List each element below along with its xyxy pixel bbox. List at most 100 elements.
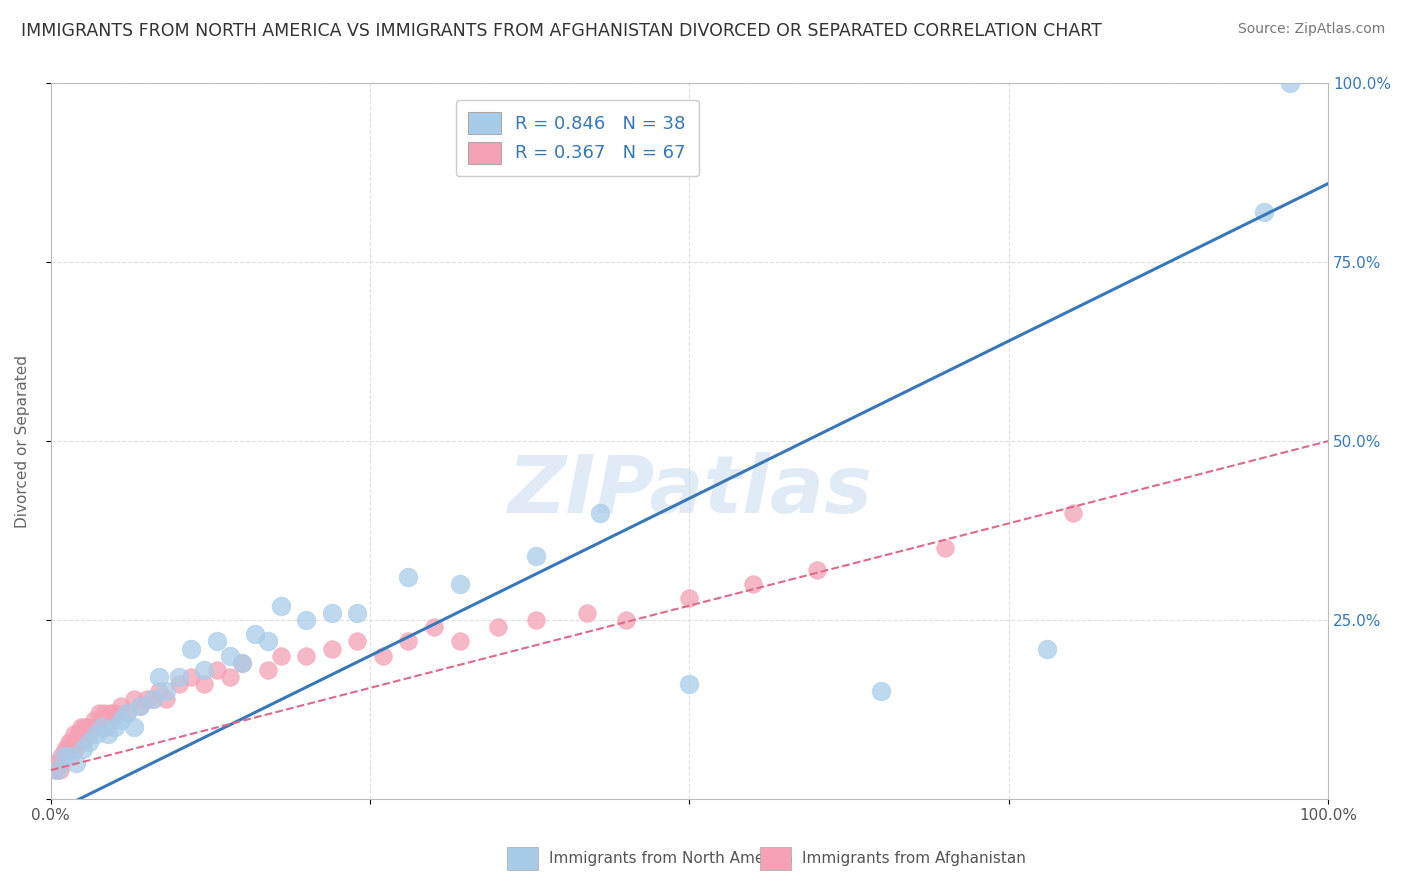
Y-axis label: Divorced or Separated: Divorced or Separated (15, 355, 30, 527)
Point (1036, 641, 1059, 656)
Point (59, 741, 82, 756)
Point (218, 670, 240, 684)
Point (205, 663, 228, 677)
Point (129, 698, 152, 713)
Point (67, 734, 90, 748)
Point (193, 677, 215, 691)
Text: Immigrants from North America: Immigrants from North America (548, 851, 793, 866)
Point (49, 763, 72, 777)
Point (346, 634, 368, 648)
Point (122, 691, 145, 706)
Point (62, 741, 84, 756)
Point (110, 713, 132, 727)
Point (51, 756, 73, 770)
Point (84, 727, 107, 741)
Point (65, 734, 87, 748)
Point (142, 691, 165, 706)
Point (77, 727, 100, 741)
Point (55, 748, 77, 763)
Text: Immigrants from Afghanistan: Immigrants from Afghanistan (801, 851, 1026, 866)
Point (63, 741, 86, 756)
Point (155, 684, 177, 698)
Point (73, 720, 96, 734)
Point (486, 620, 509, 634)
Point (69, 727, 91, 741)
Point (371, 648, 394, 663)
Point (167, 670, 190, 684)
Point (257, 663, 280, 677)
Point (398, 570, 420, 584)
Point (129, 698, 152, 713)
Point (449, 577, 471, 591)
Point (46, 756, 69, 770)
Point (1062, 506, 1084, 520)
Point (59, 748, 82, 763)
Point (52, 748, 75, 763)
Point (180, 670, 202, 684)
Point (346, 606, 368, 620)
Point (52, 748, 75, 763)
Point (576, 606, 599, 620)
Point (56, 741, 79, 756)
Text: Source: ZipAtlas.com: Source: ZipAtlas.com (1237, 22, 1385, 37)
Point (58, 734, 80, 748)
Point (117, 706, 139, 720)
Point (1253, 205, 1275, 219)
Point (63, 727, 86, 741)
Point (70, 720, 93, 734)
Point (218, 648, 240, 663)
Point (524, 549, 547, 563)
Point (398, 634, 420, 648)
Point (423, 620, 446, 634)
Point (76, 720, 98, 734)
Point (98, 706, 121, 720)
Point (193, 663, 215, 677)
Point (104, 706, 127, 720)
Point (66, 727, 89, 741)
Point (148, 670, 170, 684)
Point (75, 727, 97, 741)
Point (122, 720, 145, 734)
Point (270, 599, 292, 613)
Point (80, 720, 103, 734)
Point (295, 613, 318, 627)
Point (44, 763, 66, 777)
Point (86, 720, 108, 734)
Point (65, 756, 87, 770)
Point (678, 677, 700, 691)
Point (589, 506, 612, 520)
Point (101, 713, 124, 727)
Point (321, 606, 343, 620)
Point (167, 677, 190, 691)
Point (1278, 77, 1301, 91)
Point (934, 541, 956, 556)
Point (614, 613, 637, 627)
Point (72, 734, 94, 748)
Point (524, 613, 547, 627)
Point (449, 634, 471, 648)
Text: ZIPatlas: ZIPatlas (508, 452, 872, 530)
Point (257, 634, 280, 648)
Point (90, 720, 112, 734)
Point (89, 706, 111, 720)
Point (142, 691, 165, 706)
Point (270, 648, 292, 663)
Point (83, 713, 105, 727)
Point (77, 734, 100, 748)
Point (93, 706, 115, 720)
Point (117, 706, 139, 720)
Point (49, 748, 72, 763)
Point (97, 727, 120, 741)
Point (245, 627, 267, 641)
Text: IMMIGRANTS FROM NORTH AMERICA VS IMMIGRANTS FROM AFGHANISTAN DIVORCED OR SEPARAT: IMMIGRANTS FROM NORTH AMERICA VS IMMIGRA… (21, 22, 1102, 40)
Point (135, 691, 157, 706)
Point (231, 656, 253, 670)
Point (53, 741, 76, 756)
Point (155, 691, 177, 706)
Point (678, 591, 700, 606)
Point (742, 577, 765, 591)
Legend: R = 0.846   N = 38, R = 0.367   N = 67: R = 0.846 N = 38, R = 0.367 N = 67 (456, 100, 699, 177)
Point (231, 656, 253, 670)
Point (72, 741, 94, 756)
Point (90, 713, 112, 727)
